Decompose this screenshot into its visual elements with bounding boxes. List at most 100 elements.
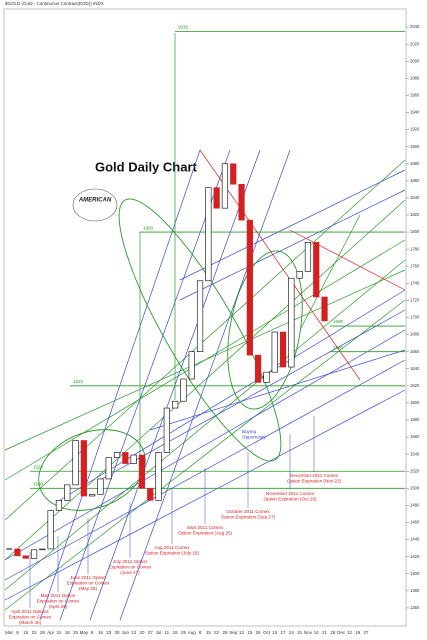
- level-label: 1660: [333, 345, 344, 350]
- y-tick-label: 1940: [410, 110, 420, 115]
- level-label: 1690: [333, 319, 344, 324]
- candle: [14, 548, 21, 557]
- candle: [47, 510, 54, 550]
- candle: [196, 280, 204, 352]
- trend-line: [179, 169, 406, 281]
- x-tick-label: 11: [165, 630, 170, 635]
- annotation: Expiration on Comex: [67, 581, 110, 586]
- chart-header: $GOLD (Gold - Continuous Contract(EOD)) …: [5, 1, 104, 6]
- x-tick-label: 12: [239, 630, 245, 635]
- candle: [279, 331, 287, 368]
- x-tick-label: 28: [40, 630, 46, 635]
- y-tick-label: 1440: [410, 537, 420, 542]
- x-tick-label: Apr: [47, 630, 55, 635]
- x-tick-label: Aug: [188, 630, 197, 635]
- x-tick-label: 15: [23, 630, 29, 635]
- trend-line: [4, 269, 406, 451]
- level-label: 1620: [73, 379, 84, 384]
- y-tick-label: 2040: [410, 24, 420, 29]
- candle: [288, 277, 295, 368]
- x-tick-label: 20: [139, 630, 145, 635]
- trend-line: [99, 309, 406, 481]
- logo: AMERICAN: [72, 188, 118, 222]
- y-tick-label: 1560: [410, 434, 420, 439]
- y-tick-label: 1900: [410, 144, 420, 149]
- y-tick-label: 1500: [410, 485, 420, 490]
- x-tick-label: 8: [199, 630, 202, 635]
- x-tick-label: Mar: [5, 630, 13, 635]
- y-tick-label: 1620: [410, 383, 420, 388]
- x-tick-label: 28: [330, 630, 336, 635]
- x-tick-label: 27: [148, 630, 154, 635]
- candle: [230, 163, 237, 185]
- cycle-ellipse: [227, 250, 303, 410]
- y-tick-label: 1600: [410, 400, 420, 405]
- x-tick-label: 16: [98, 630, 104, 635]
- candle: [64, 484, 71, 501]
- candle: [238, 183, 245, 221]
- candle: [296, 271, 303, 279]
- annotation: Option Expiration (July 26): [145, 551, 200, 556]
- y-tick-label: 1660: [410, 349, 420, 354]
- trend-line: [179, 189, 406, 301]
- candle: [39, 548, 46, 551]
- x-tick-label: 9: [91, 630, 94, 635]
- trend-line: [149, 349, 406, 431]
- candle: [30, 549, 38, 559]
- annotation: Aug 2011 Comex: [154, 545, 190, 550]
- y-tick-label: 1820: [410, 212, 420, 217]
- candle: [122, 452, 129, 464]
- trend-line: [59, 289, 406, 501]
- annotation: May 2011 Option: [41, 593, 76, 598]
- candle: [321, 296, 328, 322]
- x-tick-label: 11: [57, 630, 62, 635]
- annotation: October 2011 Comex: [226, 509, 270, 514]
- candle: [221, 163, 229, 209]
- candle: [255, 354, 262, 383]
- candle: [213, 187, 220, 209]
- annotation: November 2011 Comex: [266, 491, 315, 496]
- x-tick-label: Jun: [122, 630, 130, 635]
- candle: [105, 457, 112, 480]
- x-tick-label: Dec: [337, 630, 346, 635]
- annotation: June 2011 Option: [70, 575, 106, 580]
- trend-line: [39, 149, 201, 621]
- candle: [80, 440, 87, 497]
- ellipses: [38, 198, 303, 511]
- annotation: April 2011 Options: [11, 609, 49, 614]
- trend-lines: [4, 33, 406, 621]
- annotation: Option Expiration (Aug 25): [178, 531, 233, 536]
- annotation: (April 26): [49, 604, 68, 609]
- candle: [138, 454, 146, 489]
- candle: [205, 187, 212, 282]
- annotation: Option Expiration (Oct 26): [263, 497, 317, 502]
- x-tick-label: 21: [322, 630, 328, 635]
- y-tick-label: 1800: [410, 229, 420, 234]
- x-tick-label: 25: [181, 630, 187, 635]
- candle: [263, 371, 270, 383]
- x-tick-label: 17: [281, 630, 287, 635]
- y-tick-label: 1920: [410, 127, 420, 132]
- y-tick-label: 1980: [410, 75, 420, 80]
- candle: [130, 454, 137, 464]
- annotation: (May 25): [79, 586, 98, 591]
- x-tick-label: 29: [222, 630, 228, 635]
- x-tick-label: 10: [272, 630, 278, 635]
- annotation: December 2011 Comex: [290, 473, 339, 478]
- trend-line: [4, 159, 406, 521]
- x-tick-label: May: [80, 630, 89, 635]
- note: Buying: [242, 429, 256, 434]
- candle: [172, 400, 179, 409]
- x-tick-label: 19: [355, 630, 361, 635]
- y-tick-label: 1520: [410, 468, 420, 473]
- x-tick-label: 27: [364, 630, 370, 635]
- candle: [180, 378, 187, 402]
- candle: [89, 494, 96, 497]
- candle: [147, 488, 154, 501]
- level-label: 1520: [33, 464, 44, 469]
- logo-badge: [72, 188, 118, 222]
- y-tick-label: 1960: [410, 93, 420, 98]
- trend-line: [119, 149, 291, 621]
- x-tick-label: 18: [65, 630, 71, 635]
- chart-title: Gold Daily Chart: [95, 159, 198, 174]
